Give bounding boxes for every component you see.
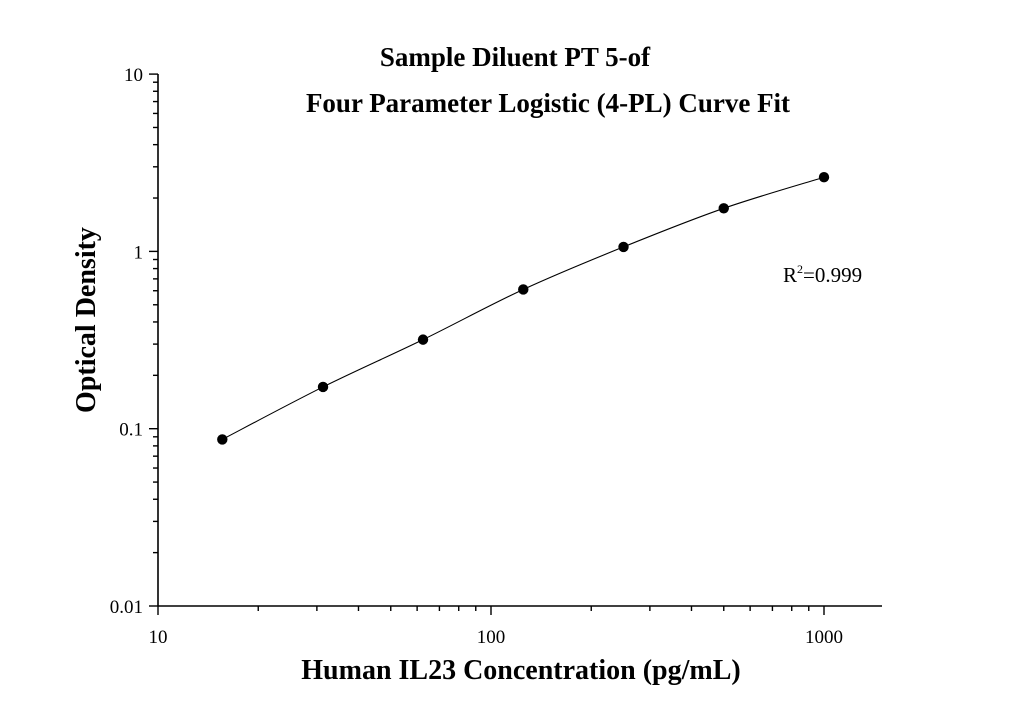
chart-title-line-1: Sample Diluent PT 5-of	[380, 42, 651, 72]
data-point	[818, 172, 830, 183]
fit-curve	[222, 176, 825, 440]
data-point	[217, 434, 228, 445]
data-point	[718, 203, 729, 214]
r2-base: R	[783, 263, 797, 287]
data-point	[417, 334, 429, 345]
y-axis-label: Optical Density	[71, 227, 102, 413]
y-tick-label: 10	[124, 65, 143, 86]
y-tick-label: 0.1	[119, 420, 143, 441]
fit-curve-layer	[222, 176, 825, 440]
y-tick-label: 1	[134, 242, 144, 263]
data-point	[618, 241, 629, 253]
axis-ticks: 10 100 1000 0.01 0.1 1 10	[110, 65, 843, 648]
x-tick-label: 1000	[805, 627, 843, 648]
data-points	[217, 172, 830, 445]
x-tick-label: 10	[149, 627, 168, 648]
data-point	[317, 381, 329, 393]
x-tick-label: 100	[477, 627, 506, 648]
r2-exponent: 2	[797, 262, 803, 276]
y-tick-label: 0.01	[110, 597, 143, 618]
x-axis-label: Human IL23 Concentration (pg/mL)	[301, 655, 740, 686]
data-point	[518, 284, 529, 295]
chart-title-line-2: Four Parameter Logistic (4-PL) Curve Fit	[306, 88, 790, 118]
r2-value: =0.999	[803, 263, 862, 287]
r-squared-annotation: R2=0.999	[783, 262, 862, 287]
